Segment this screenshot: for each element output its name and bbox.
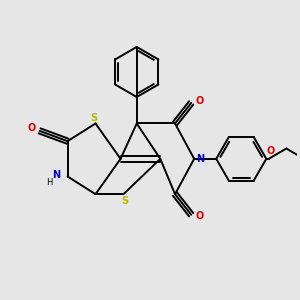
Text: N: N (52, 170, 60, 180)
Text: O: O (195, 211, 204, 221)
Text: O: O (27, 123, 35, 133)
Text: S: S (122, 196, 128, 206)
Text: O: O (195, 96, 204, 106)
Text: H: H (46, 178, 52, 187)
Text: N: N (196, 154, 205, 164)
Text: O: O (266, 146, 274, 156)
Text: S: S (91, 113, 98, 123)
